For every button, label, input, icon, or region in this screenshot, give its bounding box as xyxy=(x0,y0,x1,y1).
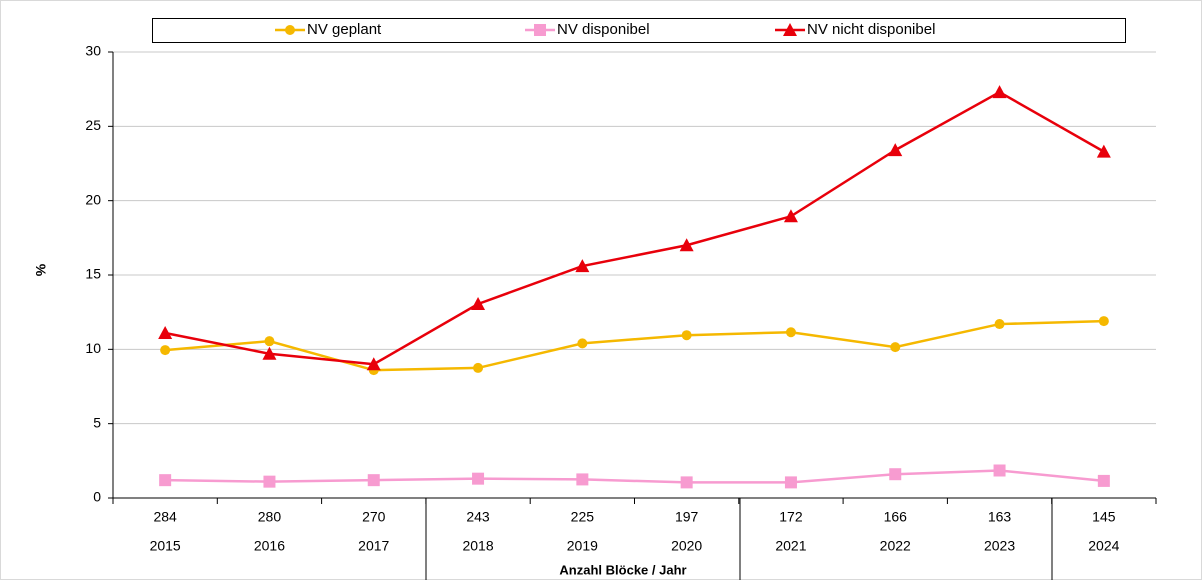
y-tick-label: 30 xyxy=(85,43,101,59)
marker xyxy=(159,474,172,487)
y-tick-label: 15 xyxy=(85,266,101,282)
marker xyxy=(471,296,486,310)
x-tick-label: 2021 xyxy=(775,538,806,554)
marker xyxy=(679,238,694,252)
marker xyxy=(1098,316,1109,327)
marker xyxy=(1097,474,1110,487)
x-tick-label: 280 xyxy=(258,509,282,525)
marker xyxy=(783,23,797,36)
marker xyxy=(158,325,173,339)
y-tick-label: 25 xyxy=(85,117,101,133)
x-tick-label: 284 xyxy=(153,509,177,525)
x-tick-label: 243 xyxy=(466,509,490,525)
marker xyxy=(263,475,276,488)
y-axis-label: % xyxy=(33,263,49,276)
marker xyxy=(576,473,589,486)
marker xyxy=(366,357,381,371)
marker xyxy=(890,342,901,353)
marker xyxy=(575,259,590,273)
x-tick-label: 2017 xyxy=(358,538,389,554)
y-tick-label: 10 xyxy=(85,340,101,356)
x-tick-label: 2018 xyxy=(462,538,493,554)
marker xyxy=(577,338,588,349)
x-tick-label: 2024 xyxy=(1088,538,1119,554)
marker xyxy=(993,464,1006,477)
marker xyxy=(994,319,1005,330)
marker xyxy=(889,468,902,481)
x-tick-label: 2020 xyxy=(671,538,702,554)
legend-label: NV geplant xyxy=(307,21,382,38)
marker xyxy=(992,85,1007,99)
x-tick-label: 163 xyxy=(988,509,1012,525)
marker xyxy=(785,327,796,338)
x-tick-label: 2022 xyxy=(880,538,911,554)
x-tick-label: 172 xyxy=(779,509,803,525)
marker xyxy=(680,476,693,489)
y-tick-label: 5 xyxy=(93,414,101,430)
x-tick-label: 2016 xyxy=(254,538,285,554)
marker xyxy=(264,336,275,347)
marker xyxy=(367,474,380,487)
marker xyxy=(888,143,903,157)
x-tick-label: 270 xyxy=(362,509,386,525)
line xyxy=(164,90,1105,366)
legend-label: NV nicht disponibel xyxy=(807,21,935,38)
marker xyxy=(534,24,546,36)
line xyxy=(165,319,1104,372)
marker xyxy=(285,25,295,35)
legend-box xyxy=(152,18,1126,43)
marker xyxy=(681,330,692,341)
x-tick-label: 2015 xyxy=(150,538,181,554)
marker xyxy=(160,345,171,356)
x-axis-label: Anzahl Blöcke / Jahr xyxy=(559,562,686,577)
legend-label: NV disponibel xyxy=(557,21,650,38)
x-tick-label: 225 xyxy=(571,509,595,525)
marker xyxy=(784,476,797,489)
x-tick-label: 197 xyxy=(675,509,699,525)
marker xyxy=(473,362,484,373)
line xyxy=(165,469,1104,484)
marker xyxy=(1096,144,1111,158)
y-tick-label: 20 xyxy=(85,191,101,207)
x-tick-label: 2019 xyxy=(567,538,598,554)
x-tick-label: 145 xyxy=(1092,509,1116,525)
marker xyxy=(783,209,798,223)
y-tick-label: 0 xyxy=(93,489,101,505)
marker xyxy=(472,472,485,485)
marker xyxy=(262,346,277,360)
x-tick-label: 2023 xyxy=(984,538,1015,554)
x-tick-label: 166 xyxy=(884,509,908,525)
